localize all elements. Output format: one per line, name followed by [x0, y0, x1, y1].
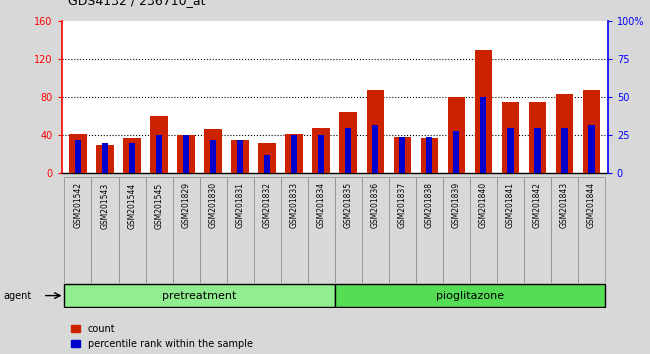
- Text: GSM201838: GSM201838: [425, 182, 434, 228]
- Bar: [291, 135, 297, 173]
- Bar: [421, 138, 438, 173]
- Text: pretreatment: pretreatment: [162, 291, 237, 301]
- Text: GSM201835: GSM201835: [344, 182, 353, 228]
- Bar: [528, 102, 546, 173]
- Bar: [69, 133, 86, 173]
- Bar: [551, 177, 578, 283]
- Text: GSM201841: GSM201841: [506, 182, 515, 228]
- Bar: [64, 284, 335, 308]
- Bar: [146, 177, 172, 283]
- Bar: [259, 143, 276, 173]
- Bar: [556, 95, 573, 173]
- Legend: count, percentile rank within the sample: count, percentile rank within the sample: [66, 320, 257, 353]
- Bar: [307, 177, 335, 283]
- Bar: [480, 97, 486, 173]
- Bar: [231, 140, 249, 173]
- Text: GDS4132 / 236710_at: GDS4132 / 236710_at: [68, 0, 206, 7]
- Text: GSM201843: GSM201843: [560, 182, 569, 228]
- Text: GSM201839: GSM201839: [452, 182, 461, 228]
- Bar: [227, 177, 254, 283]
- Bar: [200, 177, 227, 283]
- Bar: [583, 90, 601, 173]
- Bar: [578, 177, 605, 283]
- Bar: [448, 97, 465, 173]
- Bar: [335, 284, 605, 308]
- Bar: [497, 177, 524, 283]
- Text: GSM201545: GSM201545: [155, 182, 164, 229]
- Text: GSM201543: GSM201543: [101, 182, 109, 229]
- Text: GSM201829: GSM201829: [181, 182, 190, 228]
- Text: GSM201833: GSM201833: [290, 182, 299, 228]
- Bar: [372, 125, 378, 173]
- Bar: [470, 177, 497, 283]
- Bar: [588, 125, 595, 173]
- Text: GSM201844: GSM201844: [587, 182, 596, 228]
- Bar: [204, 129, 222, 173]
- Text: GSM201834: GSM201834: [317, 182, 326, 228]
- Bar: [562, 128, 567, 173]
- Bar: [502, 102, 519, 173]
- Bar: [156, 135, 162, 173]
- Text: GSM201544: GSM201544: [127, 182, 136, 229]
- Bar: [399, 137, 406, 173]
- Text: GSM201840: GSM201840: [479, 182, 488, 228]
- Bar: [367, 90, 384, 173]
- Text: GSM201836: GSM201836: [370, 182, 380, 228]
- Text: GSM201832: GSM201832: [263, 182, 272, 228]
- Bar: [210, 140, 216, 173]
- Bar: [426, 137, 432, 173]
- Bar: [318, 135, 324, 173]
- Text: GSM201842: GSM201842: [533, 182, 542, 228]
- Bar: [393, 137, 411, 173]
- Bar: [335, 177, 362, 283]
- Bar: [416, 177, 443, 283]
- Bar: [129, 143, 135, 173]
- Bar: [524, 177, 551, 283]
- Bar: [508, 128, 514, 173]
- Text: GSM201830: GSM201830: [209, 182, 218, 228]
- Bar: [264, 155, 270, 173]
- Bar: [177, 135, 195, 173]
- Bar: [313, 128, 330, 173]
- Bar: [92, 177, 118, 283]
- Bar: [102, 143, 108, 173]
- Bar: [362, 177, 389, 283]
- Bar: [389, 177, 416, 283]
- Bar: [285, 133, 303, 173]
- Bar: [339, 112, 357, 173]
- Bar: [453, 131, 460, 173]
- Bar: [281, 177, 307, 283]
- Bar: [183, 135, 189, 173]
- Text: GSM201837: GSM201837: [398, 182, 407, 228]
- Bar: [443, 177, 470, 283]
- Text: pioglitazone: pioglitazone: [436, 291, 504, 301]
- Bar: [254, 177, 281, 283]
- Text: GSM201831: GSM201831: [236, 182, 244, 228]
- Text: agent: agent: [3, 291, 31, 301]
- Bar: [64, 177, 92, 283]
- Bar: [345, 128, 352, 173]
- Bar: [172, 177, 200, 283]
- Bar: [474, 50, 492, 173]
- Bar: [118, 177, 146, 283]
- Bar: [124, 138, 141, 173]
- Text: GSM201542: GSM201542: [73, 182, 83, 228]
- Bar: [75, 140, 81, 173]
- Bar: [150, 116, 168, 173]
- Bar: [237, 140, 243, 173]
- Bar: [96, 145, 114, 173]
- Bar: [534, 128, 541, 173]
